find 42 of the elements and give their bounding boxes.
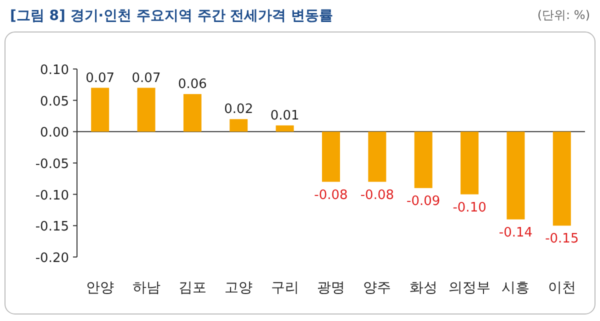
y-tick-label: -0.10 xyxy=(35,188,69,204)
data-label: -0.08 xyxy=(360,188,394,203)
x-tick-label: 하남 xyxy=(132,280,160,296)
y-tick-label: 0.00 xyxy=(40,126,69,141)
y-tick-label: 0.10 xyxy=(40,63,69,78)
x-tick-label: 안양 xyxy=(86,280,114,296)
x-tick-label: 시흥 xyxy=(502,280,530,296)
y-tick-label: -0.05 xyxy=(35,157,69,172)
x-tick-label: 화성 xyxy=(409,280,438,296)
bar xyxy=(414,132,432,188)
data-label: 0.06 xyxy=(178,77,207,92)
data-label: -0.15 xyxy=(545,232,579,247)
x-tick-label: 김포 xyxy=(178,280,206,296)
chart-title: [그림 8] 경기·인천 주요지역 주간 전세가격 변동률 xyxy=(10,8,334,24)
data-label: 0.01 xyxy=(270,108,300,124)
x-tick-label: 구리 xyxy=(270,280,299,296)
bar xyxy=(552,132,571,226)
y-tick-label: -0.15 xyxy=(35,220,69,235)
bar xyxy=(230,119,248,132)
x-tick-label: 광명 xyxy=(317,280,345,296)
y-tick-label: 0.05 xyxy=(40,94,69,110)
data-label: 0.07 xyxy=(86,70,115,86)
x-tick-label: 이천 xyxy=(548,280,576,296)
bar xyxy=(322,132,340,182)
bar xyxy=(183,94,202,132)
data-label: 0.07 xyxy=(132,70,161,86)
x-tick-label: 양주 xyxy=(363,280,392,296)
y-tick-label: -0.20 xyxy=(35,251,69,266)
data-label: -0.10 xyxy=(452,200,486,216)
bar xyxy=(506,132,525,220)
data-label: 0.02 xyxy=(224,102,254,118)
text: (단위: %) xyxy=(537,8,590,22)
data-label: -0.09 xyxy=(406,194,440,210)
bar xyxy=(276,125,294,132)
bar xyxy=(137,88,156,132)
bar xyxy=(91,88,110,132)
data-label: -0.14 xyxy=(498,225,533,240)
x-tick-label: 의정부 xyxy=(448,280,491,296)
data-label: -0.08 xyxy=(314,188,348,203)
x-tick-label: 고양 xyxy=(224,280,253,296)
bar xyxy=(368,132,386,182)
bar xyxy=(460,132,479,194)
